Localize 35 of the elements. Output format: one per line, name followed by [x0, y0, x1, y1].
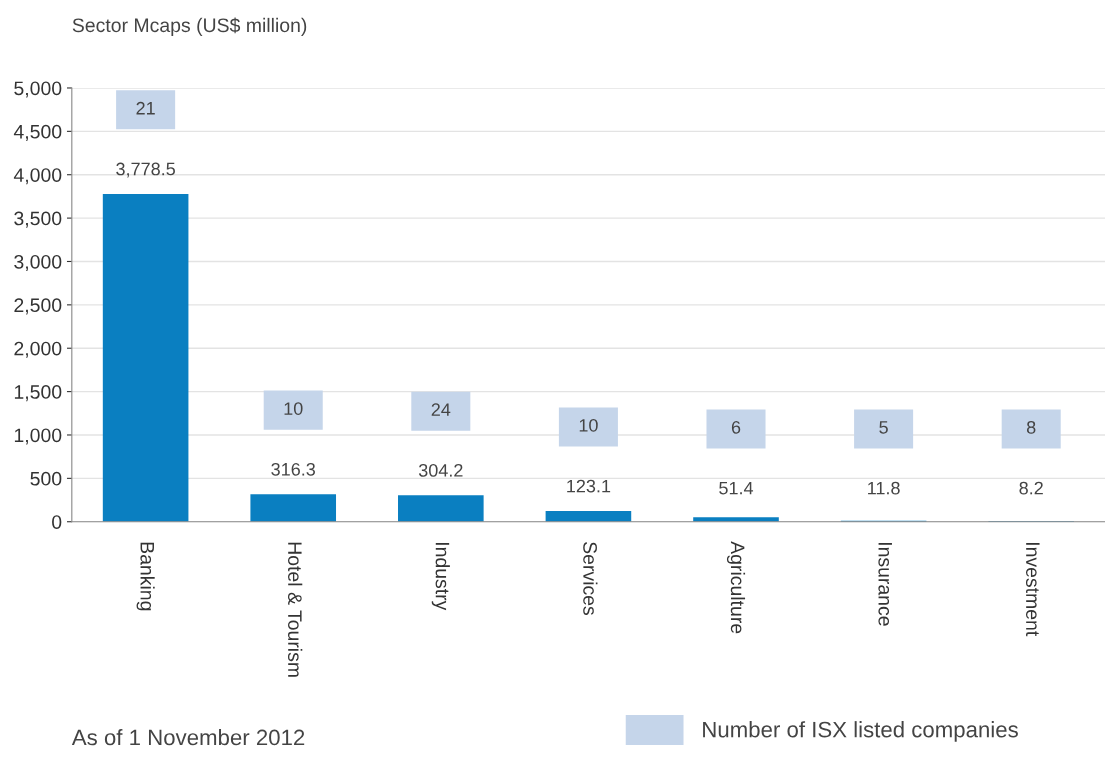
x-tick-label: Hotel & Tourism: [288, 542, 303, 677]
legend-label: Number of ISX listed companies: [703, 721, 1018, 742]
y-tick-label: 4,500: [13, 124, 62, 141]
data-label: 10: [284, 402, 303, 415]
data-label: 8: [1026, 420, 1036, 434]
data-label: 6: [731, 420, 741, 434]
x-tick-label: Investment: [1025, 542, 1040, 637]
y-tick-label: 2,000: [14, 341, 62, 358]
data-label: 51.4: [719, 481, 754, 495]
x-tick-label: Industry: [431, 542, 450, 611]
x-tick-label: Services: [583, 542, 598, 616]
data-label: 24: [431, 403, 451, 416]
y-tick-label: 0: [52, 515, 62, 529]
y-tick-label: 2,500: [14, 298, 62, 315]
data-label: 21: [136, 101, 155, 115]
text: As of 1 November 2012: [71, 728, 305, 746]
y-tick-label: 500: [30, 471, 62, 486]
data-label: 316.3: [271, 462, 316, 476]
data-label: 11.8: [868, 481, 900, 495]
data-label: 304.2: [418, 463, 463, 477]
x-tick-label: Agriculture: [726, 541, 746, 634]
y-tick-label: 5,000: [14, 81, 62, 98]
data-label: 123.1: [567, 479, 611, 493]
x-tick-label: Insurance: [878, 542, 892, 626]
y-tick-label: 3,000: [14, 254, 62, 272]
y-tick-label: 1,000: [14, 428, 62, 445]
y-tick-label: 3,500: [14, 211, 62, 228]
y-tick-label: 4,000: [13, 168, 62, 185]
data-label: 5: [879, 421, 888, 434]
x-tick-label: Banking: [136, 542, 155, 611]
data-label: 3,778.5: [116, 162, 175, 178]
data-label: 8.2: [1019, 481, 1043, 495]
chart-title: Sector Mcaps (US$ million): [72, 17, 307, 36]
y-tick-label: 1,500: [14, 385, 62, 402]
data-label: 10: [579, 418, 598, 432]
